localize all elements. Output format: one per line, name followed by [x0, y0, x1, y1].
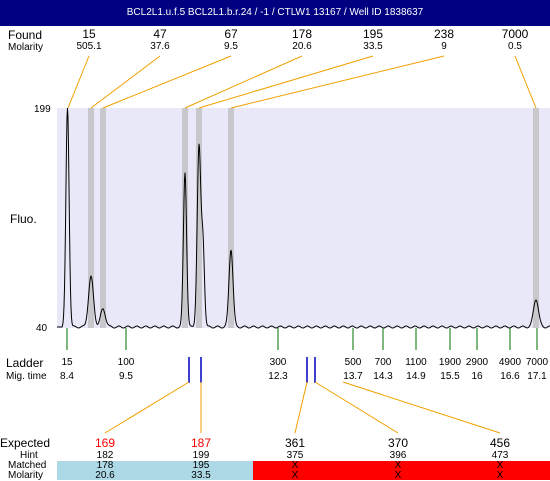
- expected-size: 187: [190, 436, 212, 450]
- expected-label: Expected: [0, 436, 51, 450]
- ladder-size: 300: [269, 357, 287, 368]
- peak-band: [182, 108, 188, 328]
- found-size: 238: [433, 27, 455, 41]
- molarity-value: X: [496, 470, 504, 481]
- expected-connector: [294, 381, 308, 434]
- found-connector: [67, 55, 90, 109]
- ladder-time: 14.3: [373, 371, 393, 382]
- peak-band: [228, 108, 234, 328]
- expected-size: 169: [94, 436, 116, 450]
- y-max-label: 199: [34, 104, 51, 115]
- expected-connector: [314, 381, 399, 434]
- window-title: BCL2L1.u.f.5 BCL2L1.b.r.24 / -1 / CTLW1 …: [0, 0, 550, 26]
- found-connector: [184, 55, 303, 109]
- found-size: 195: [362, 27, 384, 41]
- hint-value: 396: [389, 450, 407, 461]
- ladder-size: 1100: [405, 357, 427, 368]
- found-molarity: 37.6: [150, 41, 170, 52]
- peak-band: [100, 108, 106, 328]
- ladder-size: 500: [344, 357, 362, 368]
- molarity-bottom-label: Molarity: [8, 470, 44, 481]
- matched-value: 178: [96, 460, 114, 471]
- ladder-time: 17.1: [527, 371, 547, 382]
- expected-size: 361: [284, 436, 306, 450]
- mig-time-label: Mig. time: [6, 371, 47, 382]
- fluo-label: Fluo.: [10, 212, 37, 226]
- molarity-value: 20.6: [95, 470, 115, 481]
- ladder-time: 15.5: [440, 371, 460, 382]
- expected-size: 370: [387, 436, 409, 450]
- hint-value: 473: [491, 450, 509, 461]
- found-molarity: 20.6: [292, 41, 312, 52]
- ladder-time: 16.6: [500, 371, 520, 382]
- hint-value: 182: [96, 450, 114, 461]
- matched-value: X: [496, 460, 504, 471]
- found-connector: [198, 55, 374, 109]
- unmatched-band: [253, 461, 550, 480]
- ladder-time: 13.7: [343, 371, 363, 382]
- hint-value: 375: [286, 450, 304, 461]
- found-size: 47: [153, 27, 167, 41]
- found-molarity: 505.1: [76, 41, 102, 52]
- ladder-size: 15: [61, 357, 73, 368]
- ladder-size: 1900: [438, 357, 462, 368]
- hint-value: 199: [192, 450, 210, 461]
- ladder-size: 7000: [525, 357, 549, 368]
- peak-band: [533, 108, 539, 328]
- plot-area: [57, 108, 550, 328]
- matched-value: X: [291, 460, 299, 471]
- matched-value: X: [394, 460, 402, 471]
- ladder-time: 16: [471, 371, 483, 382]
- found-size: 67: [224, 27, 238, 41]
- found-connector: [90, 55, 161, 109]
- molarity-value: 33.5: [191, 470, 211, 481]
- ladder-label: Ladder: [6, 356, 44, 370]
- matched-value: 195: [192, 460, 210, 471]
- found-label: Found: [8, 28, 43, 42]
- y-min-label: 40: [36, 323, 48, 334]
- expected-connector: [104, 381, 190, 434]
- found-connector: [230, 55, 445, 109]
- ladder-time: 12.3: [268, 371, 288, 382]
- ladder-size: 700: [374, 357, 392, 368]
- molarity-value: X: [291, 470, 299, 481]
- found-connector: [514, 55, 537, 109]
- found-size: 7000: [501, 27, 529, 41]
- expected-connector: [342, 381, 501, 434]
- hint-label: Hint: [20, 450, 38, 461]
- ladder-size: 100: [117, 357, 135, 368]
- found-molarity: 0.5: [508, 41, 522, 52]
- found-size: 178: [291, 27, 313, 41]
- molarity-value: X: [394, 470, 402, 481]
- fluorescence-trace: [57, 107, 550, 329]
- found-size: 15: [82, 27, 96, 41]
- ladder-time: 14.9: [406, 371, 426, 382]
- ladder-time: 8.4: [60, 371, 74, 382]
- matched-label: Matched: [8, 460, 47, 471]
- peak-band: [88, 108, 94, 328]
- found-molarity: 9.5: [224, 41, 238, 52]
- ladder-size: 2900: [465, 357, 489, 368]
- found-connector: [102, 55, 232, 109]
- found-molarity: 9: [441, 41, 447, 52]
- molarity-label: Molarity: [8, 42, 44, 53]
- peak-band: [196, 108, 202, 328]
- matched-band: [57, 461, 253, 480]
- found-molarity: 33.5: [363, 41, 383, 52]
- ladder-time: 9.5: [119, 371, 133, 382]
- ladder-size: 4900: [498, 357, 522, 368]
- expected-size: 456: [489, 436, 511, 450]
